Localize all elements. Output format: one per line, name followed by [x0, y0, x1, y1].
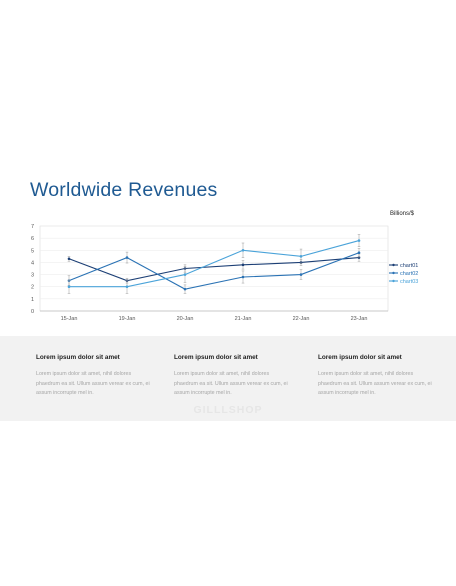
- watermark-text: GILLLSHOP: [193, 404, 263, 416]
- chart-unit-label: Billions/$: [390, 211, 415, 217]
- data-point: [183, 273, 187, 276]
- x-tick-label: 15-Jan: [61, 316, 78, 322]
- y-tick-label: 4: [31, 260, 34, 266]
- x-tick-label: 19-Jan: [119, 316, 136, 322]
- legend-marker: [392, 263, 395, 267]
- y-tick-label: 1: [31, 297, 34, 303]
- series-line-chart02: [68, 252, 360, 290]
- x-tick-label: 20-Jan: [177, 316, 194, 322]
- data-point: [241, 248, 245, 252]
- info-column-3: Lorem ipsum dolor sit amet Lorem ipsum d…: [318, 354, 436, 399]
- data-point: [125, 285, 129, 289]
- info-column-body: Lorem ipsum dolor sit amet, nihil dolore…: [318, 371, 432, 396]
- slide-title: Worldwide Revenues: [30, 179, 218, 201]
- series-line-chart01: [68, 257, 360, 282]
- data-point: [357, 251, 361, 255]
- data-point: [357, 239, 361, 242]
- data-point: [241, 275, 245, 279]
- info-column-body: Lorem ipsum dolor sit amet, nihil dolore…: [174, 371, 288, 396]
- info-column-2: Lorem ipsum dolor sit amet Lorem ipsum d…: [174, 354, 292, 399]
- y-tick-label: 3: [31, 273, 34, 279]
- y-tick-label: 0: [31, 309, 34, 315]
- info-column-heading: Lorem ipsum dolor sit amet: [174, 354, 258, 361]
- line-chart: 0 1 2 3 4 5 6 7 15-Jan 19-Jan 20-Jan 21-Jan 22-Jan 23…: [31, 224, 418, 322]
- info-band: [0, 336, 456, 421]
- y-tick-label: 2: [31, 285, 34, 291]
- data-point: [67, 285, 71, 289]
- info-column-body: Lorem ipsum dolor sit amet, nihil dolore…: [36, 371, 150, 396]
- x-tick-label: 21-Jan: [235, 316, 252, 322]
- series-line-chart03: [69, 240, 360, 288]
- data-point: [67, 257, 71, 261]
- info-column-heading: Lorem ipsum dolor sit amet: [318, 354, 402, 361]
- plot-area-border: [39, 225, 389, 312]
- y-tick-label: 7: [31, 224, 34, 230]
- data-point: [299, 255, 303, 258]
- data-point: [183, 287, 187, 291]
- data-point: [241, 263, 245, 267]
- x-tick-label: 23-Jan: [351, 316, 368, 322]
- legend-marker: [392, 279, 395, 283]
- legend-label: chart02: [400, 271, 418, 277]
- legend-label: chart01: [400, 263, 418, 269]
- x-tick-label: 22-Jan: [293, 316, 310, 322]
- legend-marker: [392, 271, 395, 275]
- data-point: [125, 256, 129, 259]
- y-tick-label: 6: [31, 236, 34, 242]
- info-column-1: Lorem ipsum dolor sit amet Lorem ipsum d…: [36, 354, 154, 399]
- data-point: [299, 273, 303, 276]
- info-column-heading: Lorem ipsum dolor sit amet: [36, 354, 120, 361]
- y-tick-label: 5: [31, 248, 34, 254]
- legend-label: chart03: [400, 279, 418, 285]
